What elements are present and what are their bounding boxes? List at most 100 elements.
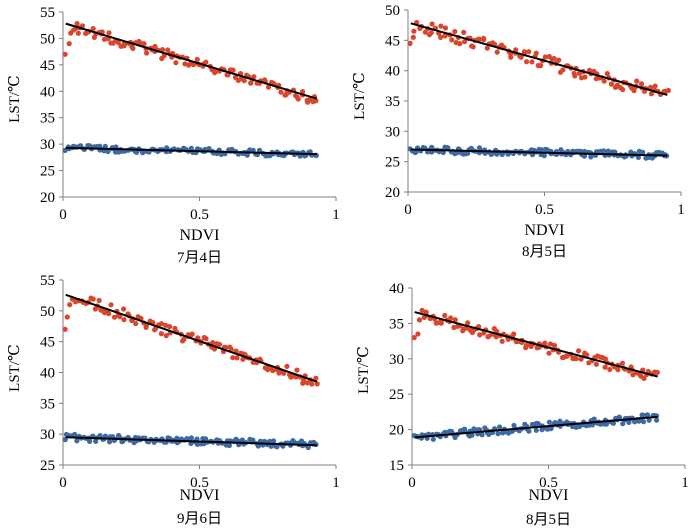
y-tick-label: 50 xyxy=(385,3,400,19)
data-point xyxy=(605,148,611,154)
data-point xyxy=(429,21,435,27)
y-tick-label: 45 xyxy=(385,33,400,49)
data-point xyxy=(430,436,436,442)
data-point xyxy=(461,29,467,35)
panel-caption: 7月4日 xyxy=(177,250,222,266)
y-tick-label: 30 xyxy=(389,352,404,368)
data-point xyxy=(638,81,645,87)
data-point xyxy=(484,45,490,51)
data-point xyxy=(115,39,121,46)
data-point xyxy=(591,416,597,422)
data-point xyxy=(586,360,592,366)
data-point xyxy=(314,381,320,387)
data-point xyxy=(445,145,451,151)
data-point xyxy=(593,361,600,367)
data-point xyxy=(121,43,127,49)
y-tick-label: 20 xyxy=(385,185,400,201)
data-point xyxy=(493,334,499,340)
data-point xyxy=(234,355,240,361)
x-tick-label: 0 xyxy=(59,207,67,223)
data-point xyxy=(256,147,263,153)
data-point xyxy=(188,145,194,151)
data-point xyxy=(648,91,655,97)
chart-panel-4: 15 20 25 30 35 40 0 0.5 1 NDVI 8月5日 LST/℃ xyxy=(356,281,689,528)
data-point xyxy=(652,83,658,89)
data-point xyxy=(461,426,468,432)
trend-line-2 xyxy=(65,436,317,447)
data-point xyxy=(105,148,111,155)
data-point xyxy=(508,54,514,60)
data-point xyxy=(626,419,632,425)
data-point xyxy=(602,356,609,362)
x-tick-label: 0 xyxy=(59,475,67,491)
x-tick-label: 1 xyxy=(332,475,340,491)
data-point xyxy=(477,332,483,338)
data-point xyxy=(442,25,449,31)
y-tick-label: 20 xyxy=(40,190,55,206)
y-tick-label: 40 xyxy=(40,84,55,100)
data-point xyxy=(438,34,444,41)
trend-line-2 xyxy=(414,415,658,439)
data-point xyxy=(634,78,640,84)
data-point xyxy=(173,60,179,66)
data-point xyxy=(572,73,578,79)
data-point xyxy=(251,74,257,80)
data-point xyxy=(189,331,195,337)
y-tick-label: 55 xyxy=(40,273,55,289)
y-tick-label: 15 xyxy=(389,458,404,474)
data-point xyxy=(158,321,165,327)
data-point xyxy=(538,63,544,69)
data-point xyxy=(230,355,236,361)
data-point xyxy=(203,59,209,65)
data-point xyxy=(511,422,517,429)
y-tick-label: 35 xyxy=(40,396,55,412)
data-point xyxy=(75,30,81,36)
trend-line-2 xyxy=(410,148,668,157)
data-point xyxy=(72,431,78,437)
data-point xyxy=(411,28,417,34)
data-point xyxy=(428,30,434,36)
data-point xyxy=(465,320,471,326)
data-point xyxy=(573,356,579,362)
data-point xyxy=(407,40,413,47)
y-axis-label: LST/℃ xyxy=(356,346,372,394)
data-point xyxy=(610,420,617,426)
data-point xyxy=(494,49,500,55)
data-point xyxy=(228,346,234,352)
data-point xyxy=(133,320,139,327)
x-axis-label: NDVI xyxy=(529,487,569,504)
y-tick-label: 55 xyxy=(40,5,55,21)
data-point xyxy=(305,444,311,451)
data-point xyxy=(602,364,608,370)
data-point xyxy=(216,341,223,347)
data-point xyxy=(495,431,501,437)
y-tick-label: 25 xyxy=(385,155,400,171)
data-point xyxy=(102,433,108,439)
data-point xyxy=(159,47,166,53)
data-point xyxy=(278,89,284,95)
series-1 xyxy=(62,295,320,387)
data-point xyxy=(240,356,246,362)
y-tick-label: 30 xyxy=(40,427,55,443)
data-point xyxy=(556,57,562,63)
y-tick-label: 50 xyxy=(40,304,55,320)
data-point xyxy=(64,314,70,320)
data-point xyxy=(106,30,112,36)
data-point xyxy=(106,310,112,317)
y-axis-label: LST/℃ xyxy=(352,72,368,120)
data-point xyxy=(524,59,530,65)
data-point xyxy=(518,54,524,60)
data-point xyxy=(117,314,123,320)
data-point xyxy=(313,98,319,104)
data-point xyxy=(300,89,306,95)
data-point xyxy=(462,39,468,45)
data-point xyxy=(557,418,563,424)
data-point xyxy=(615,367,621,373)
data-point xyxy=(111,314,118,320)
data-point xyxy=(479,432,485,438)
data-point xyxy=(167,324,173,330)
data-point xyxy=(513,47,519,53)
data-point xyxy=(294,367,300,373)
data-point xyxy=(607,366,613,373)
